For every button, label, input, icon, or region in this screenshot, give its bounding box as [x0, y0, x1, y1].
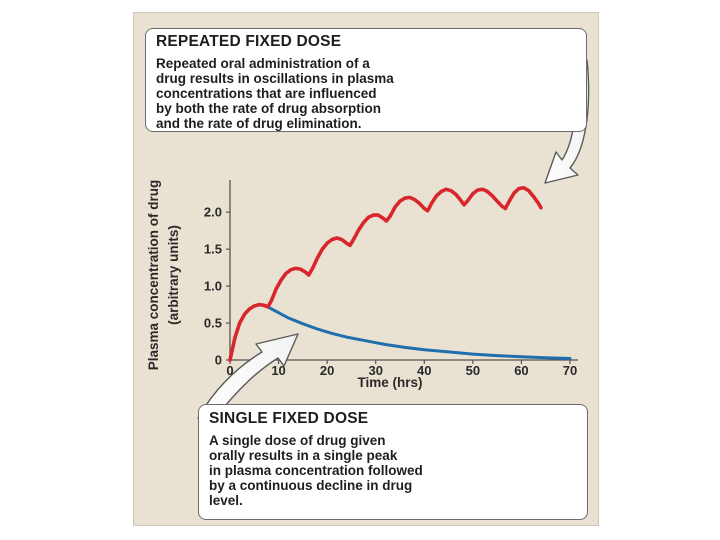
- y-tick-label: 1.0: [204, 279, 222, 294]
- repeated-dose-description: Repeated oral administration of a drug r…: [156, 56, 394, 131]
- repeated-dose-line: [228, 186, 543, 362]
- single-dose-arrow-icon: [197, 333, 299, 421]
- single-dose-description: A single dose of drug given orally resul…: [209, 433, 423, 508]
- repeated-dose-callout: REPEATED FIXED DOSE Repeated oral admini…: [145, 28, 587, 132]
- x-tick-label: 70: [563, 363, 577, 378]
- x-tick-label: 10: [271, 363, 285, 378]
- x-tick-label: 50: [466, 363, 480, 378]
- x-tick-label: 60: [514, 363, 528, 378]
- y-axis-title: Plasma concentration of drug: [146, 180, 161, 371]
- x-tick-label: 40: [417, 363, 431, 378]
- y-tick-label: 1.5: [204, 242, 222, 257]
- x-axis-title: Time (hrs): [357, 375, 422, 390]
- x-tick-label: 0: [226, 363, 233, 378]
- chart-series: [228, 186, 572, 362]
- repeated-dose-title: REPEATED FIXED DOSE: [156, 33, 342, 50]
- y-tick-label: 0.5: [204, 316, 222, 331]
- y-tick-label: 0: [215, 353, 222, 368]
- chart-axes: 0 0.5 1.0 1.5 2.0 0 10 20 30 40 50 60 70 Time (hrs) Pl…: [146, 180, 578, 390]
- y-axis-subtitle: (arbitrary units): [166, 225, 181, 325]
- single-dose-title: SINGLE FIXED DOSE: [209, 410, 369, 427]
- single-dose-callout: SINGLE FIXED DOSE A single dose of drug …: [198, 404, 588, 520]
- x-tick-label: 20: [320, 363, 334, 378]
- x-tick-label: 30: [368, 363, 382, 378]
- y-tick-label: 2.0: [204, 205, 222, 220]
